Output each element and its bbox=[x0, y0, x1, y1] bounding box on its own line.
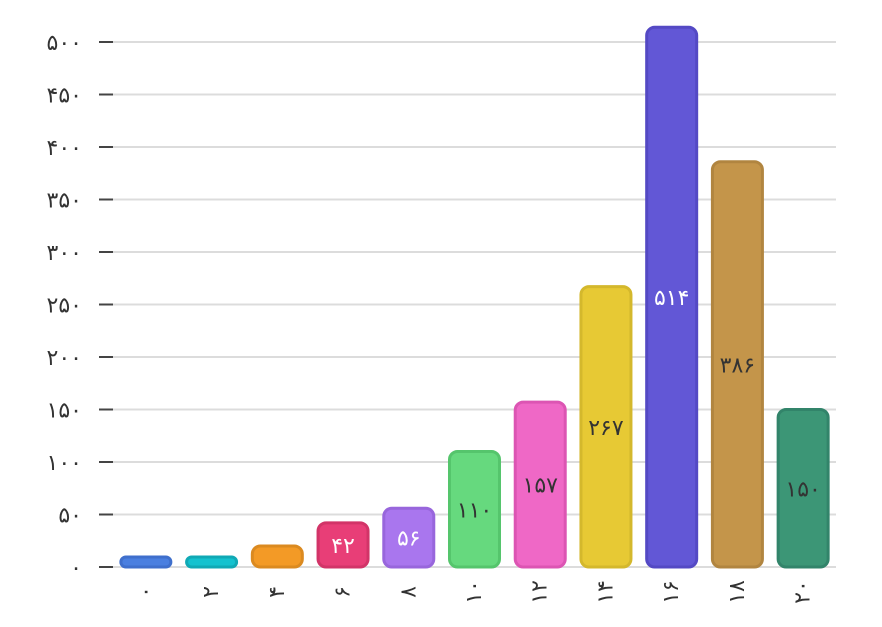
bar-data-label: ۵۶ bbox=[397, 527, 421, 552]
bar bbox=[710, 160, 764, 569]
x-tick-label: ۱۲ bbox=[528, 580, 553, 604]
bar-data-label: ۱۱۰ bbox=[457, 498, 492, 523]
bar bbox=[250, 544, 304, 569]
bar bbox=[316, 521, 370, 569]
x-tick-label: ۱۴ bbox=[593, 580, 618, 604]
bar bbox=[119, 555, 173, 569]
x-tick-label: ۱۶ bbox=[659, 580, 684, 604]
bars: ۴۲ ۵۶ ۱۱۰ ۱۵۷ ۲۶۷ ۵۱۴ ۳۸۶ ۱۵۰ bbox=[119, 25, 830, 569]
bar bbox=[776, 408, 830, 569]
x-tick-label: ۱۰ bbox=[462, 580, 487, 604]
y-tick-label: ۵۰۰ bbox=[47, 31, 82, 56]
bar bbox=[448, 450, 501, 569]
x-tick-label: ۸ bbox=[396, 586, 421, 598]
bar bbox=[645, 25, 699, 569]
bar-data-label: ۱۵۷ bbox=[523, 474, 559, 499]
y-tick-label: ۰ bbox=[70, 556, 82, 581]
bar bbox=[185, 555, 239, 569]
y-tick-label: ۲۰۰ bbox=[47, 346, 82, 371]
bar bbox=[382, 506, 436, 569]
gridlines bbox=[113, 41, 836, 568]
x-tick-label: ۲ bbox=[199, 586, 224, 598]
bar-data-label: ۳۸۶ bbox=[720, 353, 755, 378]
x-tick-label: ۲۰ bbox=[791, 580, 816, 604]
y-tick-label: ۳۰۰ bbox=[47, 241, 82, 266]
bar-data-label: ۲۶۷ bbox=[588, 416, 624, 441]
y-tick-label: ۱۰۰ bbox=[47, 451, 82, 476]
y-tick-label: ۴۰۰ bbox=[47, 136, 82, 161]
y-tick-label: ۴۵۰ bbox=[47, 84, 82, 109]
bar bbox=[579, 285, 633, 569]
x-tick-label: ۴ bbox=[265, 586, 290, 598]
bar-data-label: ۱۵۰ bbox=[785, 477, 820, 502]
x-tick-label: ۰ bbox=[133, 586, 158, 598]
y-tick-label: ۵۰ bbox=[58, 504, 82, 529]
y-tick-label: ۲۵۰ bbox=[47, 294, 82, 319]
x-axis: ۰ ۲ ۴ ۶ ۸ ۱۰ ۱۲ ۱۴ ۱۶ ۱۸ ۲۰ bbox=[133, 580, 815, 604]
y-axis: ۰ ۵۰ ۱۰۰ ۱۵۰ ۲۰۰ ۲۵۰ ۳۰۰ ۳۵۰ ۴۰۰ ۴۵۰ ۵۰۰ bbox=[47, 31, 113, 581]
bar-data-label: ۴۲ bbox=[331, 534, 355, 559]
y-tick-label: ۱۵۰ bbox=[47, 399, 82, 424]
bar bbox=[513, 400, 567, 569]
x-tick-label: ۱۸ bbox=[725, 580, 750, 604]
x-tick-label: ۶ bbox=[331, 586, 356, 598]
bar-data-label: ۵۱۴ bbox=[654, 286, 689, 311]
y-tick-label: ۳۵۰ bbox=[47, 189, 82, 214]
